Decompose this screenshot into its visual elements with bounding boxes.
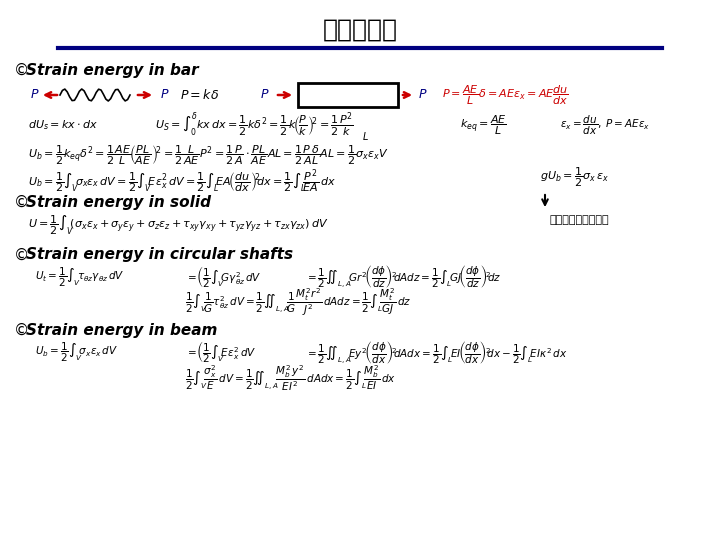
Text: $= \!\left(\dfrac{1}{2}\int_V\!G\gamma_{\theta z}^2\,dV\right.$: $= \!\left(\dfrac{1}{2}\int_V\!G\gamma_{… xyxy=(185,264,261,290)
Text: 변형에너지: 변형에너지 xyxy=(323,18,397,42)
Text: Strain energy in beam: Strain energy in beam xyxy=(26,322,217,338)
Text: $dU_s = kx \cdot dx$: $dU_s = kx \cdot dx$ xyxy=(28,118,98,132)
Text: $P$: $P$ xyxy=(160,89,169,102)
Text: $\varepsilon_x = \dfrac{du}{dx},\;P = AE\varepsilon_x$: $\varepsilon_x = \dfrac{du}{dx},\;P = AE… xyxy=(560,113,650,137)
Text: $\dfrac{1}{2}\int_V\!\dfrac{\sigma_x^2}{E}\,dV = \dfrac{1}{2}\iint_{L,A}\!\dfrac: $\dfrac{1}{2}\int_V\!\dfrac{\sigma_x^2}{… xyxy=(185,363,396,393)
Text: $k_{eq} = \dfrac{AE}{L}$: $k_{eq} = \dfrac{AE}{L}$ xyxy=(460,113,507,137)
Text: $U_b = \dfrac{1}{2}\int_V\!\sigma_x\varepsilon_x\,dV$: $U_b = \dfrac{1}{2}\int_V\!\sigma_x\vare… xyxy=(35,340,118,363)
Text: ©: © xyxy=(14,194,30,210)
Text: $P$: $P$ xyxy=(261,89,270,102)
Text: $\dfrac{1}{2}\int_V\!\dfrac{1}{G}\tau_{\theta z}^2\,dV = \dfrac{1}{2}\iint_{L,A}: $\dfrac{1}{2}\int_V\!\dfrac{1}{G}\tau_{\… xyxy=(185,286,411,318)
Text: ©: © xyxy=(14,322,30,338)
Text: $P = \dfrac{AE}{L}\delta = AE\varepsilon_x = AE\dfrac{du}{dx}$: $P = \dfrac{AE}{L}\delta = AE\varepsilon… xyxy=(442,83,569,107)
Text: $P = k\delta$: $P = k\delta$ xyxy=(180,88,219,102)
Text: $= \dfrac{1}{2}\iint_{L,A}\!Gr^2\!\left(\dfrac{d\phi}{dz}\right)^{\!2}\!\!dAdz =: $= \dfrac{1}{2}\iint_{L,A}\!Gr^2\!\left(… xyxy=(305,264,501,291)
Bar xyxy=(298,83,398,107)
Text: $gU_b = \dfrac{1}{2}\sigma_x\,\varepsilon_x$: $gU_b = \dfrac{1}{2}\sigma_x\,\varepsilo… xyxy=(540,165,609,189)
Text: $U = \dfrac{1}{2}\int_V\!(\sigma_x\varepsilon_x + \sigma_y\varepsilon_y + \sigma: $U = \dfrac{1}{2}\int_V\!(\sigma_x\varep… xyxy=(28,213,328,237)
Text: $= \dfrac{1}{2}\iint_{L,A}\!Ey^2\!\left(\dfrac{d\phi}{dx}\right)^{\!2}\!\!dAdx =: $= \dfrac{1}{2}\iint_{L,A}\!Ey^2\!\left(… xyxy=(305,339,567,366)
Text: ©: © xyxy=(14,63,30,78)
Text: $= \!\left(\dfrac{1}{2}\int_V\!E\varepsilon_x^2\,dV\right.$: $= \!\left(\dfrac{1}{2}\int_V\!E\varepsi… xyxy=(185,339,256,365)
Text: ©: © xyxy=(14,247,30,262)
Text: $U_b = \dfrac{1}{2}k_{eq}\delta^2 = \dfrac{1}{2}\dfrac{AE}{L}\!\left(\dfrac{PL}{: $U_b = \dfrac{1}{2}k_{eq}\delta^2 = \dfr… xyxy=(28,143,389,167)
Text: Strain energy in solid: Strain energy in solid xyxy=(26,194,211,210)
Text: $L$: $L$ xyxy=(361,130,369,142)
Text: $P$: $P$ xyxy=(418,89,428,102)
Text: $U_b = \dfrac{1}{2}\int_V\!\sigma_x\varepsilon_x\,dV = \dfrac{1}{2}\int_V\!E\var: $U_b = \dfrac{1}{2}\int_V\!\sigma_x\vare… xyxy=(28,168,336,196)
Text: $U_t = \dfrac{1}{2}\int_V\!\tau_{\theta z}\gamma_{\theta z}\,dV$: $U_t = \dfrac{1}{2}\int_V\!\tau_{\theta … xyxy=(35,265,125,288)
Text: $P$: $P$ xyxy=(30,89,40,102)
Text: Strain energy in bar: Strain energy in bar xyxy=(26,63,199,78)
Text: 변형에너지밀도함수: 변형에너지밀도함수 xyxy=(550,215,610,225)
Text: Strain energy in circular shafts: Strain energy in circular shafts xyxy=(26,247,293,262)
Text: $U_S = \int_0^{\delta} kx\,dx = \dfrac{1}{2}k\delta^2 = \dfrac{1}{2}k\!\left(\df: $U_S = \int_0^{\delta} kx\,dx = \dfrac{1… xyxy=(155,111,354,139)
